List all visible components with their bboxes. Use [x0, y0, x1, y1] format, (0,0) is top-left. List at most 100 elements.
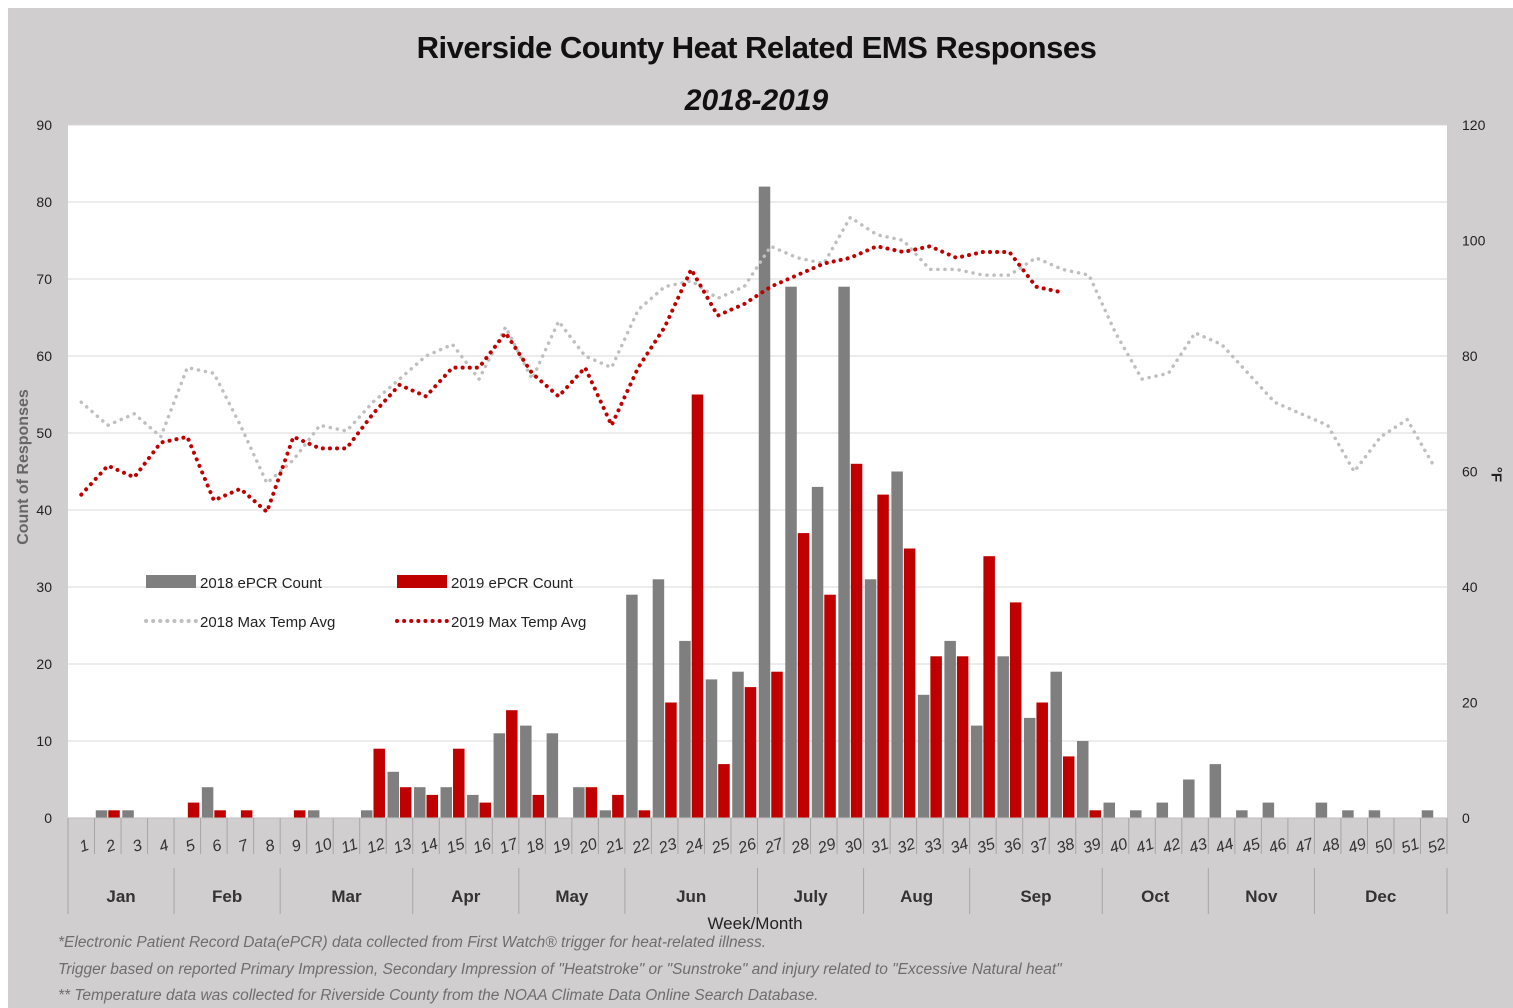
- bar-2018: [387, 771, 399, 818]
- bar-2019: [1062, 756, 1075, 818]
- bar-2018: [891, 471, 903, 818]
- bar-2018: [626, 594, 638, 818]
- secondary-y-axis-label: °F: [1487, 466, 1505, 483]
- bar-2018: [1023, 717, 1036, 818]
- bar-2018: [997, 656, 1009, 818]
- bar-2018: [1368, 810, 1381, 818]
- bar-2019: [638, 810, 651, 818]
- week-label: 24: [682, 836, 705, 858]
- bar-2018: [970, 725, 983, 818]
- week-label: 45: [1240, 836, 1262, 858]
- bar-2018: [414, 787, 426, 818]
- week-label: 9: [290, 837, 304, 856]
- bar-2019: [983, 556, 995, 818]
- week-label: 20: [576, 836, 599, 858]
- bar-2018: [1103, 802, 1116, 818]
- week-label: 37: [1028, 835, 1051, 857]
- week-label: 8: [263, 837, 277, 856]
- week-label: 17: [498, 835, 521, 857]
- bar-2018: [546, 733, 559, 818]
- week-label: 2: [103, 837, 118, 856]
- legend-label: 2019 Max Temp Avg: [451, 614, 586, 631]
- right-axis-ticks: 0 20 40 60 80 100 120: [1462, 117, 1486, 826]
- week-label: 26: [735, 836, 758, 858]
- bar-2018: [467, 794, 479, 818]
- y2-tick-label: 40: [1462, 579, 1478, 595]
- week-label: 22: [629, 836, 652, 858]
- bar-2019: [771, 671, 783, 818]
- line-2019-max-temp: [79, 244, 1065, 514]
- bar-2018: [1262, 802, 1275, 818]
- bar-2018: [732, 671, 744, 818]
- bar-2018: [520, 725, 532, 818]
- footnote-temperature: ** Temperature data was collected for Ri…: [58, 987, 819, 1004]
- week-label: 44: [1214, 836, 1236, 858]
- week-label: 38: [1055, 836, 1077, 858]
- bars-group: [95, 186, 1434, 819]
- week-label: 27: [762, 835, 786, 857]
- week-label: 49: [1346, 836, 1368, 858]
- y-tick-label: 90: [36, 117, 52, 133]
- week-label: 42: [1161, 836, 1183, 858]
- y2-tick-label: 80: [1462, 348, 1478, 364]
- month-label: Aug: [900, 887, 933, 906]
- week-label: 51: [1399, 836, 1421, 858]
- legend-swatch-bar: [146, 575, 196, 588]
- month-label: Mar: [331, 887, 362, 906]
- week-label: 12: [365, 836, 387, 858]
- week-label: 14: [418, 836, 440, 858]
- x-axis: 1 2 3 4 5 6 7 8 9 10 11 12 13 14 15 16 17 18 19 20 21 22 23 24 2…: [67, 817, 1448, 914]
- month-label: Nov: [1245, 887, 1278, 906]
- month-label: Apr: [451, 887, 481, 906]
- week-label: 50: [1373, 836, 1395, 858]
- chart-title: Riverside County Heat Related EMS Respon…: [416, 30, 1097, 65]
- legend-label: 2018 ePCR Count: [200, 575, 323, 592]
- legend-swatch-bar: [397, 575, 447, 588]
- bar-2019: [797, 533, 810, 818]
- bar-2019: [1089, 810, 1101, 818]
- month-label: Jun: [676, 887, 706, 906]
- y-tick-label: 40: [36, 502, 52, 518]
- week-label: 7: [237, 837, 252, 856]
- bar-2019: [214, 810, 226, 818]
- bar-2018: [201, 787, 214, 818]
- month-label: Oct: [1141, 887, 1170, 906]
- week-label: 15: [445, 836, 467, 858]
- bar-2019: [903, 548, 916, 818]
- week-label: 32: [895, 836, 917, 858]
- bar-2019: [930, 656, 942, 818]
- footnote-trigger: Trigger based on reported Primary Impres…: [58, 961, 1062, 978]
- legend: 2018 ePCR Count 2019 ePCR Count 2018 Max T…: [144, 575, 586, 631]
- week-label: 19: [551, 836, 573, 858]
- week-label: 34: [948, 836, 970, 858]
- gridlines: [68, 124, 1447, 819]
- bar-2018: [599, 810, 612, 818]
- y2-tick-label: 20: [1462, 695, 1478, 711]
- week-label: 5: [184, 837, 198, 856]
- bar-2019: [1009, 602, 1022, 818]
- y-tick-label: 70: [36, 271, 52, 287]
- week-label: 35: [975, 836, 997, 858]
- bar-2018: [573, 787, 585, 818]
- week-label: 39: [1081, 836, 1103, 858]
- y2-tick-label: 0: [1462, 810, 1470, 826]
- bar-2019: [877, 494, 889, 818]
- month-label: Jan: [106, 887, 135, 906]
- y-axis-label: Count of Responses: [15, 389, 32, 545]
- week-label: 10: [312, 836, 334, 858]
- plot-area: [68, 125, 1447, 818]
- week-label: 29: [815, 836, 838, 858]
- bar-2018: [1050, 671, 1062, 818]
- bar-2019: [1036, 702, 1048, 818]
- bar-2019: [532, 794, 545, 818]
- week-label: 36: [1001, 836, 1023, 858]
- bar-2018: [1315, 802, 1328, 818]
- bar-2019: [453, 748, 465, 818]
- bar-2018: [1183, 779, 1195, 818]
- y-tick-label: 20: [36, 656, 52, 672]
- week-label: 43: [1187, 836, 1209, 858]
- week-label: 4: [157, 837, 171, 856]
- week-label: 13: [392, 836, 414, 858]
- bar-2018: [1076, 741, 1089, 818]
